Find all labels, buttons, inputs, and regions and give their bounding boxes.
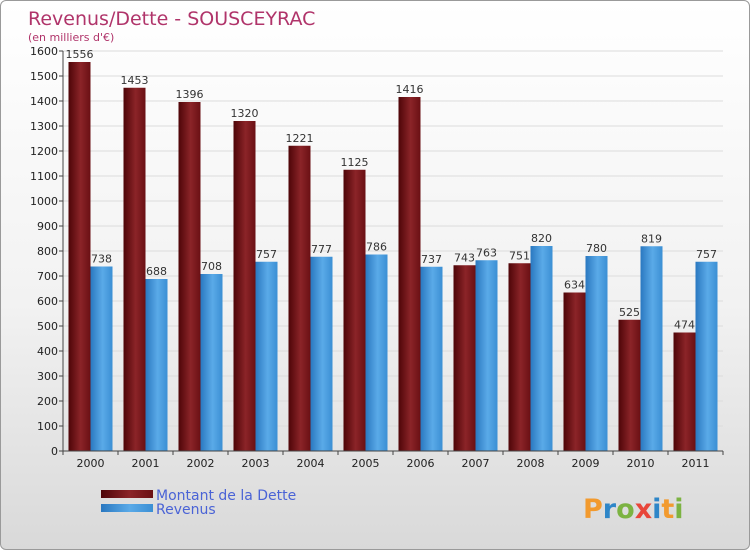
bar-dette xyxy=(673,332,696,451)
y-tick-label: 400 xyxy=(37,345,58,358)
proxiti-logo: Proxiti xyxy=(583,494,684,525)
y-tick-label: 500 xyxy=(37,320,58,333)
logo-letter: i xyxy=(674,494,683,525)
y-tick-label: 1400 xyxy=(30,95,58,108)
bar-dette xyxy=(398,97,421,451)
y-tick-label: 1100 xyxy=(30,170,58,183)
data-label-revenus: 708 xyxy=(201,260,222,273)
y-tick-label: 1000 xyxy=(30,195,58,208)
logo-letter: r xyxy=(603,494,617,525)
bar-revenus xyxy=(90,266,113,451)
data-label-revenus: 738 xyxy=(91,253,112,266)
bar-revenus xyxy=(420,266,443,451)
bar-revenus xyxy=(695,261,718,451)
data-label-dette: 1416 xyxy=(396,83,424,96)
bars: 1556 738 1453 688 1396 708 1320 757 1221 777 1125 7… xyxy=(66,48,718,451)
legend: Montant de la Dette Revenus xyxy=(101,488,296,518)
data-label-revenus: 780 xyxy=(586,242,607,255)
data-label-dette: 1396 xyxy=(176,88,204,101)
x-tick-label: 2006 xyxy=(407,457,435,470)
gridlines xyxy=(63,50,723,452)
bar-dette xyxy=(123,87,146,451)
y-tick-label: 100 xyxy=(37,420,58,433)
y-tick-label: 1200 xyxy=(30,145,58,158)
bar-dette xyxy=(343,169,366,451)
logo-letter: i xyxy=(652,494,661,525)
data-label-dette: 1453 xyxy=(121,74,149,87)
data-label-dette: 634 xyxy=(564,279,585,292)
y-tick-label: 1500 xyxy=(30,70,58,83)
y-tick-label: 900 xyxy=(37,220,58,233)
x-tick-label: 2009 xyxy=(572,457,600,470)
x-tick-label: 2007 xyxy=(462,457,490,470)
x-tick-label: 2005 xyxy=(352,457,380,470)
y-tick-label: 300 xyxy=(37,370,58,383)
x-tick-label: 2002 xyxy=(187,457,215,470)
data-label-dette: 743 xyxy=(454,251,475,264)
bar-dette xyxy=(178,102,201,451)
data-label-revenus: 819 xyxy=(641,232,662,245)
chart-subtitle: (en milliers d'€) xyxy=(28,31,114,44)
bar-dette xyxy=(233,121,256,451)
bar-revenus xyxy=(365,254,388,451)
bar-revenus xyxy=(255,261,278,451)
x-axis: 2000 2001 2002 2003 2004 2005 2006 2007 2008 2009… xyxy=(62,450,724,470)
bar-revenus xyxy=(310,256,333,451)
data-label-revenus: 763 xyxy=(476,246,497,259)
data-label-revenus: 777 xyxy=(311,243,332,256)
legend-label-dette: Montant de la Dette xyxy=(156,488,296,504)
bar-revenus xyxy=(145,279,168,451)
bar-revenus xyxy=(200,274,223,451)
logo-letter: P xyxy=(583,494,603,525)
bar-dette xyxy=(563,292,586,451)
data-label-dette: 1320 xyxy=(231,107,259,120)
bar-revenus xyxy=(475,260,498,451)
x-tick-label: 2011 xyxy=(682,457,710,470)
data-label-dette: 751 xyxy=(509,249,530,262)
y-tick-label: 200 xyxy=(37,395,58,408)
y-tick-label: 700 xyxy=(37,270,58,283)
bar-dette xyxy=(68,62,91,451)
bar-dette xyxy=(618,319,641,451)
x-tick-label: 2000 xyxy=(77,457,105,470)
data-label-revenus: 688 xyxy=(146,265,167,278)
y-tick-label: 600 xyxy=(37,295,58,308)
data-label-dette: 1125 xyxy=(341,156,369,169)
data-label-revenus: 737 xyxy=(421,253,442,266)
legend-label-revenus: Revenus xyxy=(156,502,216,518)
bar-revenus xyxy=(640,246,663,451)
x-tick-label: 2001 xyxy=(132,457,160,470)
data-label-revenus: 786 xyxy=(366,241,387,254)
chart-title: Revenus/Dette - SOUSCEYRAC xyxy=(28,8,315,30)
y-tick-label: 1600 xyxy=(30,45,58,58)
data-label-revenus: 757 xyxy=(256,248,277,261)
x-tick-label: 2008 xyxy=(517,457,545,470)
legend-swatch-dette xyxy=(101,490,153,498)
logo-letter: x xyxy=(635,494,652,525)
bar-revenus xyxy=(530,246,553,451)
data-label-dette: 474 xyxy=(674,319,695,332)
logo-letter: t xyxy=(661,494,674,525)
y-tick-label: 0 xyxy=(51,445,58,458)
bar-dette xyxy=(288,145,311,451)
bar-revenus xyxy=(585,256,608,451)
x-tick-label: 2010 xyxy=(627,457,655,470)
x-tick-label: 2004 xyxy=(297,457,325,470)
data-label-revenus: 820 xyxy=(531,232,552,245)
data-label-dette: 1556 xyxy=(66,48,94,61)
data-label-dette: 525 xyxy=(619,306,640,319)
logo-letter: o xyxy=(616,494,635,525)
bar-dette xyxy=(508,263,531,451)
bar-dette xyxy=(453,265,476,451)
x-tick-label: 2003 xyxy=(242,457,270,470)
legend-swatch-revenus xyxy=(101,504,153,512)
data-label-dette: 1221 xyxy=(286,132,314,145)
y-tick-label: 800 xyxy=(37,245,58,258)
data-label-revenus: 757 xyxy=(696,248,717,261)
y-axis: 0 100 200 300 400 500 600 700 800 900 1000 1100 1200… xyxy=(30,45,64,458)
y-tick-label: 1300 xyxy=(30,120,58,133)
